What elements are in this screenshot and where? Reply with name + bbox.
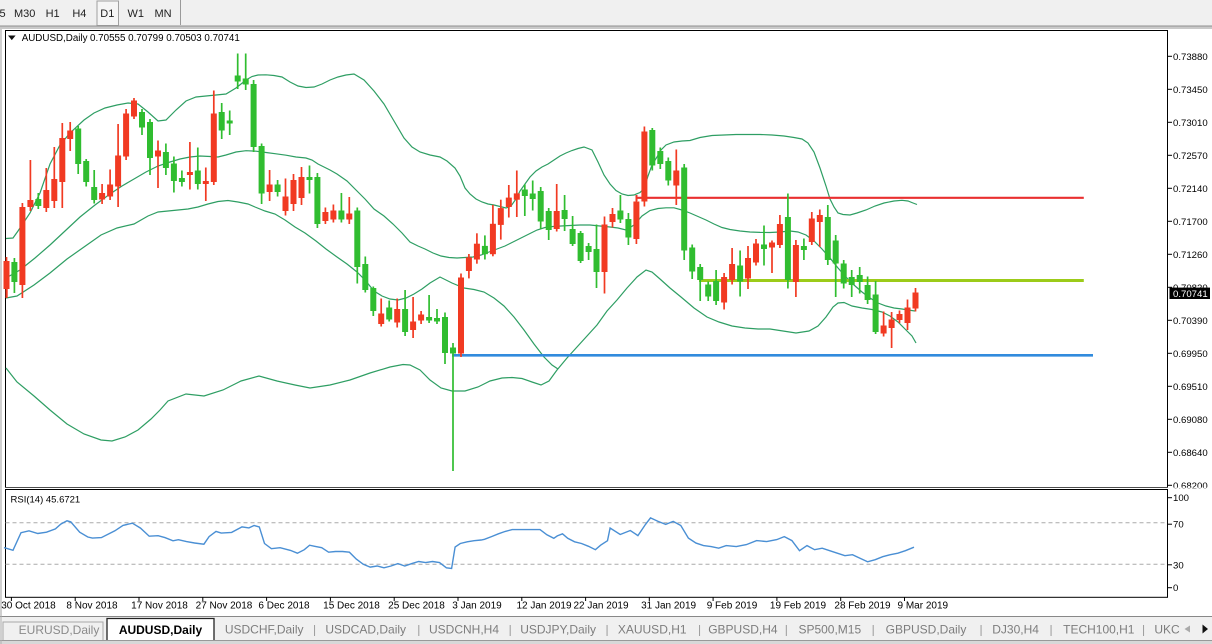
svg-text:27 Nov 2018: 27 Nov 2018 — [196, 601, 253, 612]
svg-text:0.69080: 0.69080 — [1173, 415, 1208, 426]
svg-text:M30: M30 — [14, 8, 35, 20]
svg-text:31 Jan 2019: 31 Jan 2019 — [641, 601, 696, 612]
svg-text:USDCAD,Daily: USDCAD,Daily — [325, 623, 406, 637]
svg-text:USDJPY,Daily: USDJPY,Daily — [520, 623, 596, 637]
svg-text:|: | — [1142, 623, 1145, 637]
svg-text:0: 0 — [1173, 583, 1178, 594]
svg-text:0.71260: 0.71260 — [1173, 250, 1208, 261]
svg-text:5: 5 — [0, 8, 6, 20]
svg-text:15 Dec 2018: 15 Dec 2018 — [323, 601, 380, 612]
svg-text:19 Feb 2019: 19 Feb 2019 — [770, 601, 827, 612]
svg-text:30 Oct 2018: 30 Oct 2018 — [1, 601, 56, 612]
svg-text:0.70390: 0.70390 — [1173, 316, 1208, 327]
svg-text:MN: MN — [154, 8, 171, 20]
svg-text:0.70741: 0.70741 — [1173, 289, 1208, 300]
svg-text:|: | — [872, 623, 875, 637]
svg-text:UKC: UKC — [1154, 623, 1180, 637]
svg-text:9 Feb 2019: 9 Feb 2019 — [707, 601, 758, 612]
svg-text:DJ30,H4: DJ30,H4 — [992, 623, 1039, 637]
svg-text:|: | — [785, 623, 788, 637]
svg-text:XAUUSD,H1: XAUUSD,H1 — [618, 623, 687, 637]
svg-text:8 Nov 2018: 8 Nov 2018 — [66, 601, 118, 612]
svg-text:3 Jan 2019: 3 Jan 2019 — [452, 601, 502, 612]
svg-text:GBPUSD,Daily: GBPUSD,Daily — [886, 623, 967, 637]
svg-text:0.73880: 0.73880 — [1173, 52, 1208, 63]
svg-text:0.73450: 0.73450 — [1173, 85, 1208, 96]
svg-text:12 Jan 2019: 12 Jan 2019 — [516, 601, 571, 612]
svg-text:AUDUSD,Daily: AUDUSD,Daily — [119, 623, 203, 637]
svg-text:W1: W1 — [127, 8, 144, 20]
svg-text:D1: D1 — [100, 8, 114, 20]
svg-text:0.68640: 0.68640 — [1173, 448, 1208, 459]
svg-text:100: 100 — [1173, 493, 1189, 504]
svg-text:0.70555 0.70799 0.70503 0.7074: 0.70555 0.70799 0.70503 0.70741 — [90, 33, 240, 44]
svg-text:H4: H4 — [72, 8, 86, 20]
svg-text:0.69950: 0.69950 — [1173, 349, 1208, 360]
svg-text:9 Mar 2019: 9 Mar 2019 — [898, 601, 949, 612]
svg-text:70: 70 — [1173, 520, 1184, 531]
svg-text:|: | — [313, 623, 316, 637]
svg-text:AUDUSD,Daily: AUDUSD,Daily — [22, 33, 88, 44]
svg-text:SP500,M15: SP500,M15 — [798, 623, 861, 637]
svg-text:USDCNH,H4: USDCNH,H4 — [429, 623, 499, 637]
svg-text:0.71700: 0.71700 — [1173, 217, 1208, 228]
svg-text:|: | — [509, 623, 512, 637]
svg-text:6 Dec 2018: 6 Dec 2018 — [258, 601, 310, 612]
svg-text:0.72140: 0.72140 — [1173, 184, 1208, 195]
svg-text:0.72570: 0.72570 — [1173, 151, 1208, 162]
svg-text:28 Feb 2019: 28 Feb 2019 — [834, 601, 891, 612]
svg-text:GBPUSD,H4: GBPUSD,H4 — [708, 623, 778, 637]
svg-text:USDCHF,Daily: USDCHF,Daily — [225, 623, 304, 637]
svg-text:25 Dec 2018: 25 Dec 2018 — [388, 601, 445, 612]
svg-text:H1: H1 — [46, 8, 60, 20]
svg-text:EURUSD,Daily: EURUSD,Daily — [19, 623, 100, 637]
svg-text:0.69510: 0.69510 — [1173, 382, 1208, 393]
svg-text:|: | — [417, 623, 420, 637]
svg-text:|: | — [698, 623, 701, 637]
svg-text:TECH100,H1: TECH100,H1 — [1063, 623, 1135, 637]
svg-text:0.68200: 0.68200 — [1173, 481, 1208, 492]
svg-text:|: | — [1049, 623, 1052, 637]
svg-text:|: | — [979, 623, 982, 637]
svg-text:RSI(14) 45.6721: RSI(14) 45.6721 — [11, 495, 81, 506]
svg-text:|: | — [605, 623, 608, 637]
svg-text:22 Jan 2019: 22 Jan 2019 — [573, 601, 628, 612]
svg-text:17 Nov 2018: 17 Nov 2018 — [131, 601, 188, 612]
svg-text:30: 30 — [1173, 560, 1184, 571]
svg-text:0.73010: 0.73010 — [1173, 118, 1208, 129]
